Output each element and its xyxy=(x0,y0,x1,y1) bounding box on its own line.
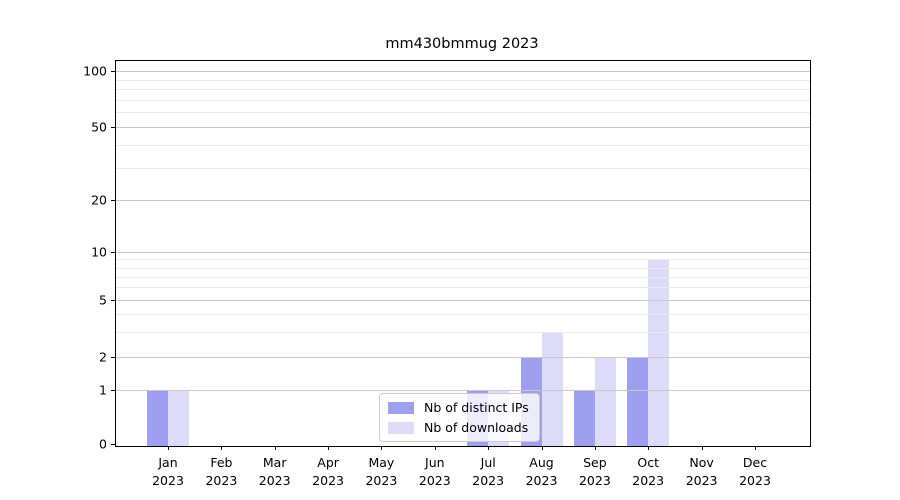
legend-label-downloads: Nb of downloads xyxy=(424,420,529,435)
minor-gridline xyxy=(116,276,810,278)
legend-label-distinct-ips: Nb of distinct IPs xyxy=(424,400,529,415)
y-tick-mark xyxy=(111,300,115,301)
x-tick-mark xyxy=(648,446,650,450)
bar-downloads xyxy=(648,259,670,446)
major-gridline xyxy=(116,390,810,391)
minor-gridline xyxy=(116,144,810,146)
minor-gridline xyxy=(116,112,810,114)
x-tick-label: Mar 2023 xyxy=(258,455,291,488)
minor-gridline xyxy=(116,313,810,315)
major-gridline xyxy=(116,357,810,358)
y-tick-mark xyxy=(111,390,115,391)
bar-distinct-ips xyxy=(147,390,168,446)
y-tick-label: 1 xyxy=(99,382,107,398)
minor-gridline xyxy=(116,331,810,333)
major-gridline xyxy=(116,252,810,253)
y-tick-mark xyxy=(111,71,115,72)
y-tick-label: 50 xyxy=(91,119,107,135)
y-tick-label: 5 xyxy=(99,292,107,308)
bar-downloads xyxy=(541,331,563,446)
minor-gridline xyxy=(116,167,810,169)
x-tick-mark xyxy=(381,446,383,450)
x-tick-mark xyxy=(274,446,276,450)
minor-gridline xyxy=(116,79,810,81)
axes-layer: 0 1 2 5 10 20 50 100 Jan 2023 Feb 2023 Mar 2023 Apr… xyxy=(83,61,810,488)
y-tick-mark xyxy=(111,200,115,201)
x-tick-label: Sep 2023 xyxy=(578,455,611,488)
bar-downloads xyxy=(168,390,189,446)
x-tick-label: Jan 2023 xyxy=(152,455,184,488)
x-tick-label: Oct 2023 xyxy=(632,455,665,488)
x-tick-mark xyxy=(701,446,703,450)
minor-gridline xyxy=(116,287,810,289)
x-tick-mark xyxy=(594,446,596,450)
x-tick-mark xyxy=(755,446,756,450)
major-gridline xyxy=(116,127,810,128)
y-tick-label: 0 xyxy=(99,436,107,452)
y-tick-label: 2 xyxy=(99,349,107,365)
plot-area: 0 1 2 5 10 20 50 100 Jan 2023 Feb 2023 Mar 2023 Apr… xyxy=(83,60,811,488)
x-tick-mark xyxy=(488,446,490,450)
minor-gridline xyxy=(116,267,810,269)
x-tick-mark xyxy=(221,446,223,450)
x-tick-label: Dec 2023 xyxy=(739,455,771,488)
y-tick-label: 10 xyxy=(91,244,107,260)
y-tick-mark xyxy=(111,357,115,358)
bar-distinct-ips xyxy=(573,390,595,446)
x-tick-mark xyxy=(541,446,543,450)
legend-swatch-downloads xyxy=(388,421,414,434)
major-gridline xyxy=(116,71,810,72)
x-tick-mark xyxy=(328,446,330,450)
x-tick-label: May 2023 xyxy=(365,455,398,488)
x-tick-label: Feb 2023 xyxy=(205,455,238,488)
x-tick-label: Jun 2023 xyxy=(418,455,451,488)
x-tick-label: Nov 2023 xyxy=(685,455,718,488)
gridlines-layer xyxy=(116,61,810,446)
y-tick-mark xyxy=(111,444,115,445)
legend-item-downloads: Nb of downloads xyxy=(388,420,529,435)
x-tick-label: Apr 2023 xyxy=(312,455,344,488)
legend-swatch-distinct-ips xyxy=(388,401,414,414)
x-tick-mark xyxy=(168,446,169,450)
bar-distinct-ips xyxy=(627,357,649,446)
minor-gridline xyxy=(116,89,810,90)
minor-gridline xyxy=(116,99,810,101)
y-tick-mark xyxy=(111,127,115,128)
major-gridline xyxy=(116,300,810,301)
minor-gridline xyxy=(116,259,810,261)
major-gridline xyxy=(116,200,810,201)
legend-item-distinct-ips: Nb of distinct IPs xyxy=(388,400,529,415)
x-tick-label: Jul 2023 xyxy=(472,455,505,488)
y-tick-label: 100 xyxy=(83,63,107,79)
x-tick-mark xyxy=(434,446,436,450)
bar-downloads xyxy=(594,357,616,446)
x-tick-label: Aug 2023 xyxy=(525,455,558,488)
y-tick-mark xyxy=(111,252,115,253)
chart-title: mm430bmmug 2023 xyxy=(385,36,539,52)
legend: Nb of distinct IPs Nb of downloads xyxy=(379,393,540,442)
y-tick-label: 20 xyxy=(91,192,107,208)
